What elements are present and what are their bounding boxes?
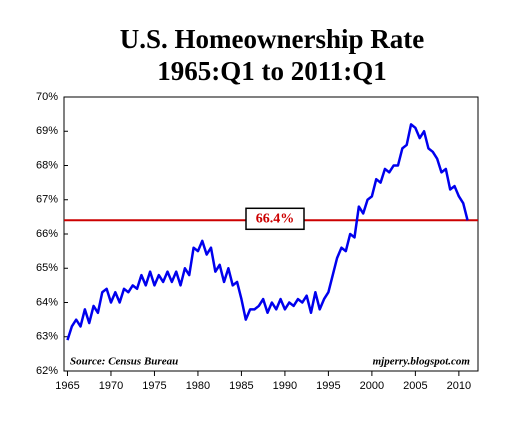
y-tick-label: 67% — [36, 194, 58, 206]
x-tick-label: 1990 — [273, 380, 297, 392]
x-tick-label: 1975 — [142, 380, 166, 392]
x-tick-label: 1995 — [316, 380, 340, 392]
chart-subtitle: 1965:Q1 to 2011:Q1 — [157, 56, 387, 86]
x-tick-label: 2000 — [360, 380, 384, 392]
y-tick-label: 70% — [36, 91, 58, 103]
y-tick-label: 64% — [36, 296, 58, 308]
reference-label-box — [245, 207, 305, 231]
x-tick-label: 2010 — [447, 380, 471, 392]
reference-label: 66.4% — [256, 212, 295, 227]
y-tick-label: 66% — [36, 228, 58, 240]
x-tick-label: 1980 — [186, 380, 210, 392]
y-tick-label: 68% — [36, 159, 58, 171]
credit-note: mjperry.blogspot.com — [373, 356, 471, 368]
x-tick-label: 1985 — [229, 380, 253, 392]
y-tick-label: 62% — [36, 365, 58, 377]
x-tick-label: 1970 — [99, 380, 123, 392]
y-tick-label: 65% — [36, 262, 58, 274]
y-tick-label: 69% — [36, 125, 58, 137]
plot-frame — [63, 96, 479, 372]
source-note: Source: Census Bureau — [70, 356, 178, 368]
x-tick-label: 1965 — [55, 380, 79, 392]
x-tick-label: 2005 — [403, 380, 427, 392]
chart-title: U.S. Homeownership Rate — [120, 24, 425, 54]
data-line — [66, 123, 469, 341]
y-tick-label: 63% — [36, 331, 58, 343]
